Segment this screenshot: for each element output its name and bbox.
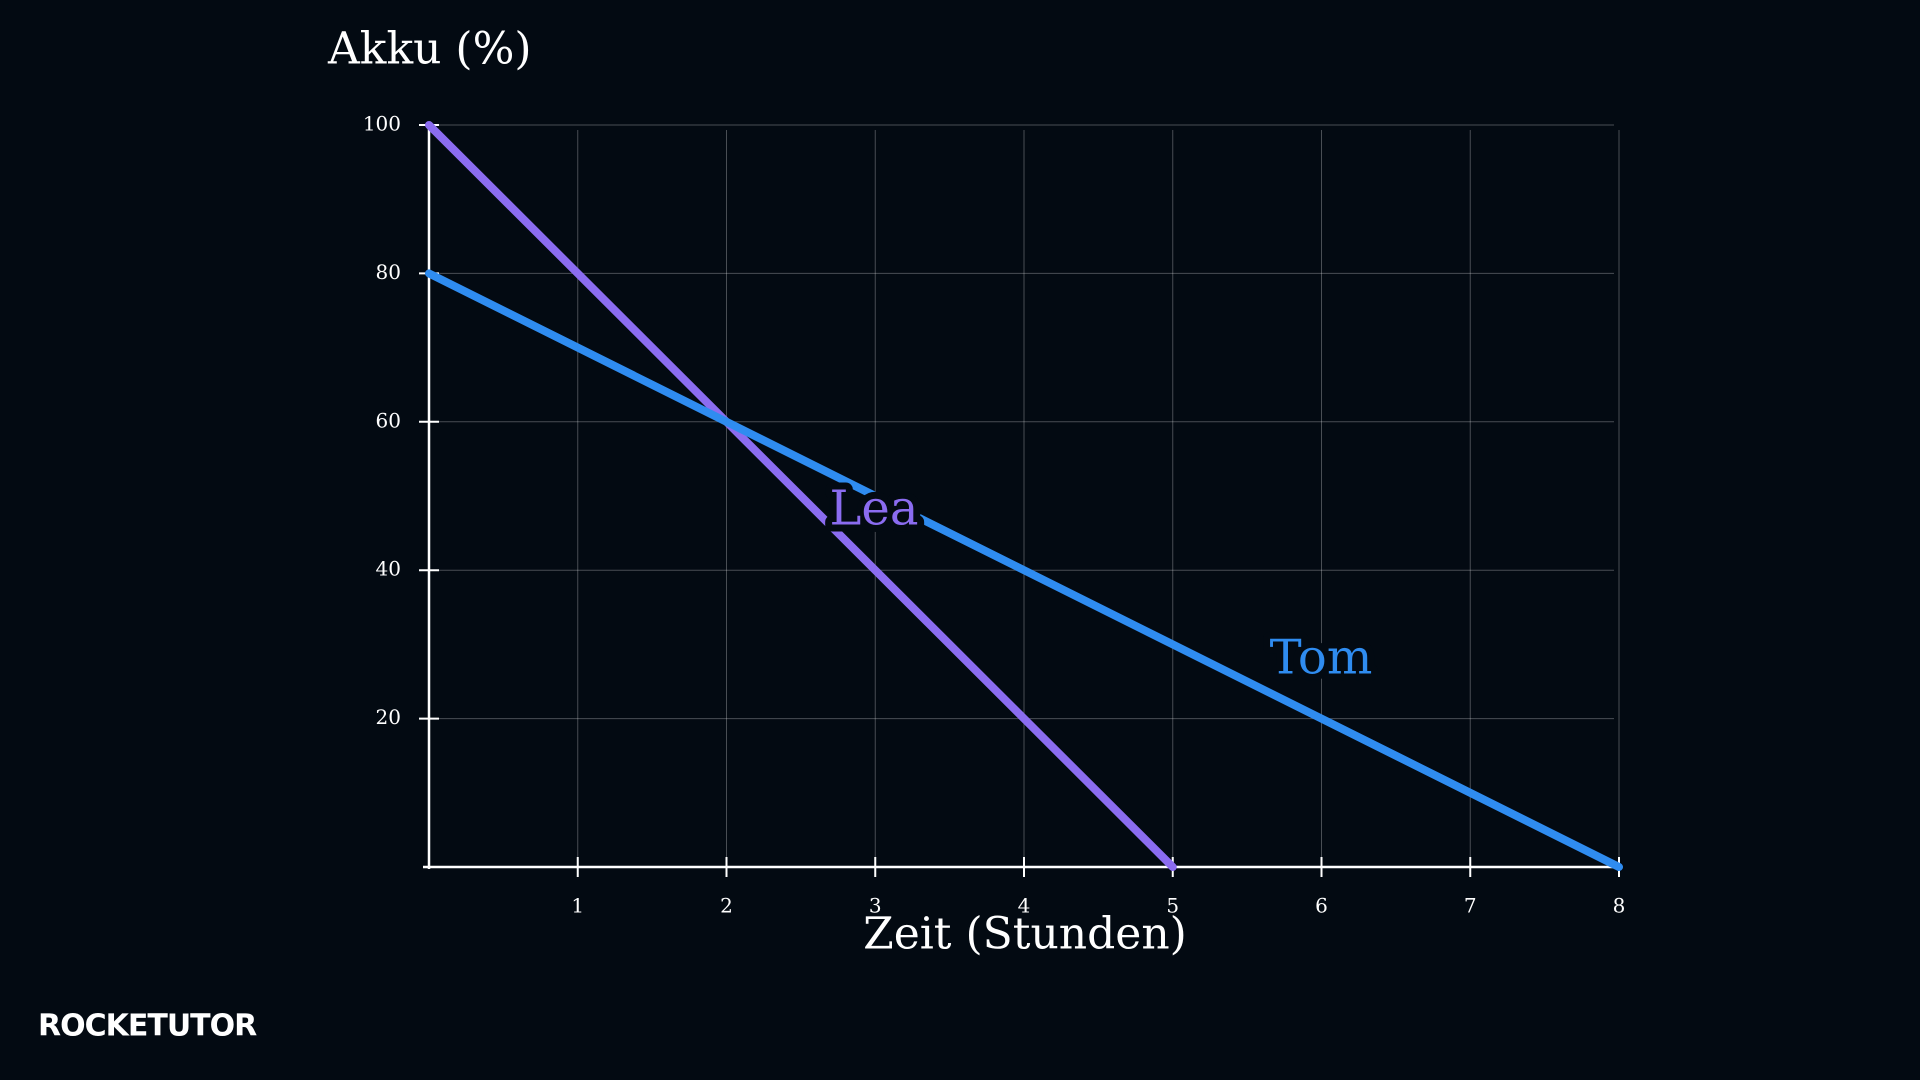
logo: ROCKETUTOR bbox=[38, 1009, 257, 1044]
x-tick-label: 4 bbox=[1018, 894, 1031, 918]
series-label: Tom bbox=[1270, 630, 1373, 686]
y-tick-label: 100 bbox=[363, 112, 401, 136]
x-tick-label: 2 bbox=[720, 894, 733, 918]
x-tick-label: 1 bbox=[571, 894, 584, 918]
x-tick-label: 5 bbox=[1166, 894, 1179, 918]
x-tick-label: 7 bbox=[1464, 894, 1477, 918]
x-tick-label: 8 bbox=[1613, 894, 1626, 918]
y-tick-label: 20 bbox=[376, 705, 401, 729]
x-tick-label: 3 bbox=[869, 894, 882, 918]
y-tick-label: 60 bbox=[376, 408, 401, 432]
y-tick-label: 80 bbox=[376, 260, 401, 284]
x-tick-label: 6 bbox=[1315, 894, 1328, 918]
series-line bbox=[425, 269, 1623, 871]
x-axis-title: Zeit (Stunden) bbox=[863, 909, 1187, 960]
series-label: Lea bbox=[830, 481, 919, 537]
y-axis-title: Akku (%) bbox=[327, 24, 532, 75]
series-line bbox=[425, 121, 1177, 871]
y-tick-label: 40 bbox=[376, 557, 401, 581]
